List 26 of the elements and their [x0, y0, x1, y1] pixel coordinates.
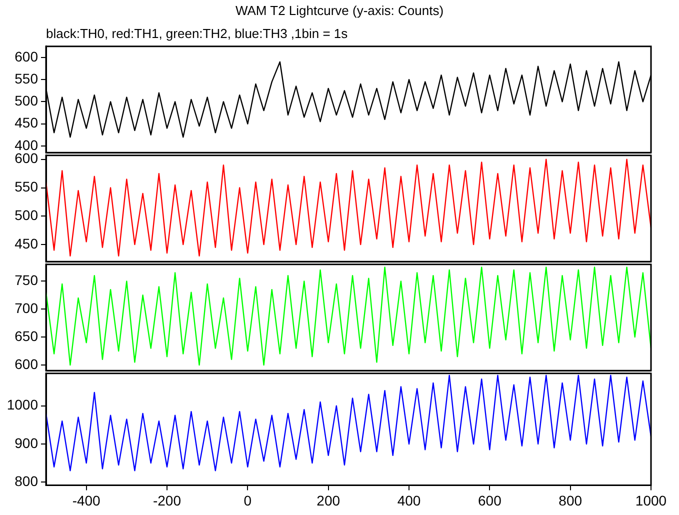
y-tick-label: 750 — [14, 272, 38, 288]
y-tick-label: 600 — [14, 48, 38, 64]
x-tick-label: 200 — [316, 492, 340, 508]
y-tick-label: 800 — [14, 473, 38, 490]
y-tick-label: 700 — [14, 300, 38, 316]
y-tick-label: 550 — [14, 70, 38, 86]
x-tick-label: -400 — [72, 492, 101, 508]
y-tick-label: 600 — [14, 150, 38, 166]
y-tick-label: 650 — [14, 328, 38, 344]
x-tick-label: 800 — [558, 492, 582, 508]
chart-subtitle: black:TH0, red:TH1, green:TH2, blue:TH3 ,1bin = 1s — [46, 26, 348, 41]
x-tick-label: -200 — [152, 492, 182, 508]
y-tick-label: 450 — [14, 235, 38, 252]
y-tick-label: 500 — [14, 207, 38, 224]
y-tick-label: 500 — [14, 92, 38, 109]
y-tick-label: 550 — [14, 178, 38, 195]
y-tick-label: 450 — [14, 114, 38, 131]
x-tick-label: 0 — [244, 492, 252, 508]
y-tick-label: 1000 — [6, 396, 38, 413]
y-tick-label: 900 — [14, 434, 38, 451]
y-tick-label: 600 — [14, 356, 38, 372]
chart-title: WAM T2 Lightcurve (y-axis: Counts) — [234, 3, 445, 18]
x-tick-label: 400 — [397, 492, 421, 508]
y-tick-label: 400 — [14, 136, 38, 153]
x-tick-label: 600 — [478, 492, 502, 508]
x-tick-label: 1000 — [635, 492, 667, 508]
